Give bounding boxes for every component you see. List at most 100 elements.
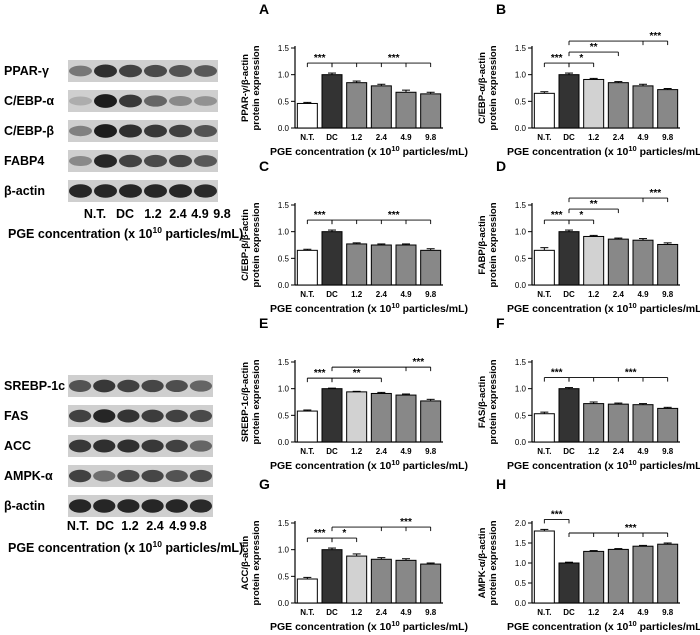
x-tick-label: 9.8 [662,608,674,617]
blot-band [69,96,92,106]
y-axis-label: PPAR-γ/β-actinprotein expression [240,45,262,130]
x-tick-label: 4.9 [637,290,649,299]
blot-band [189,440,213,452]
blot-band [141,409,164,423]
blot-band [169,184,192,198]
x-axis-label-sup: 10 [391,301,399,310]
bar-2.4 [370,244,392,286]
bar-1.2 [583,235,605,286]
x-tick-label: 1.2 [351,608,363,617]
blot-band [94,64,117,78]
band-label: AMPK-α [4,469,53,483]
x-tick-label: 1.2 [588,290,600,299]
significance-label: *** [551,368,563,379]
y-tick-label: 0.5 [278,254,290,263]
lane-label: 9.8 [189,519,206,533]
y-tick-label: 1.0 [278,385,290,394]
y-tick-label: 0.5 [278,572,290,581]
x-tick-label: 4.9 [637,133,649,142]
bar-4.9 [395,244,417,286]
x-tick-label: DC [563,447,575,456]
band-label: SREBP-1c [4,379,65,393]
x-axis-label-tail: particles/mL) [400,303,468,315]
y-tick-label: 0.0 [515,438,527,447]
y-tick-label: 0.0 [515,124,527,133]
x-tick-label: 4.9 [637,608,649,617]
bar-1.2 [346,555,368,604]
bar-1.2 [346,391,368,443]
y-tick-label: 1.0 [278,71,290,80]
x-tick-label: 2.4 [613,447,625,456]
bar-9.8 [420,563,442,604]
x-axis-label-tail: particles/mL) [637,146,700,158]
chart-h: H AMPK-α/β-actinprotein expression 0.0 0.5 1… [477,476,700,633]
y-axis-label-line2: protein expression [488,520,499,605]
x-axis-label-tail: particles/mL) [637,303,700,315]
y-tick-label: 1.0 [515,228,527,237]
x-tick-label: 9.8 [425,290,437,299]
significance-label: *** [551,509,563,520]
blot-band [94,184,117,198]
chart-panel-e: E SREBP-1c/β-actinprotein expression 0.0 0.… [233,314,468,472]
lane-label: 1.2 [121,519,138,533]
bar-N.T. [533,413,555,443]
chart-f: F FAS/β-actinprotein expression 0.0 0.5 1.0 1… [477,315,700,472]
panel-letter: G [259,476,270,492]
chart-panel-g: G ACC/β-actinprotein expression 0.0 0.5 1.0 1… [233,475,468,633]
x-tick-label: 4.9 [400,447,412,456]
x-tick-label: 1.2 [351,447,363,456]
significance-label: *** [412,357,424,368]
significance-label: *** [314,53,326,64]
blot-band [93,499,116,513]
y-tick-label: 0.0 [515,599,527,608]
bar-9.8 [657,543,679,604]
x-tick-label: N.T. [300,133,314,142]
bar-1.2 [346,243,368,286]
y-axis-label-line2: protein expression [488,202,499,287]
y-tick-label: 0.5 [515,97,527,106]
significance-label: *** [649,188,661,199]
blot-band [68,409,92,423]
bar-9.8 [420,400,442,443]
x-axis-label: PGE concentration (x 1010 particles/mL) [507,144,700,158]
x-axis-label-sup: 10 [628,144,636,153]
chart-panel-f: F FAS/β-actinprotein expression 0.0 0.5 1.0 1… [470,314,700,472]
bar-1.2 [583,78,605,129]
bar-4.9 [632,545,654,604]
blot-band [94,124,117,138]
bar-2.4 [370,85,392,129]
x-tick-label: 9.8 [662,133,674,142]
y-axis-label: AMPK-α/β-actinprotein expression [477,520,499,605]
panel-letter: H [496,476,506,492]
lane-label: 2.4 [169,207,186,221]
x-axis-label-tail: particles/mL) [637,460,700,472]
blot-band [69,125,92,137]
x-tick-label: 4.9 [400,608,412,617]
band-label: C/EBP-α [4,94,54,108]
y-tick-label: 1.5 [278,201,290,210]
blot-band [194,184,217,198]
blot-band [144,124,167,138]
y-axis-label-line1: FABP/β-actin [477,215,488,274]
bar-4.9 [395,394,417,443]
panel-letter: D [496,158,506,174]
band-label: FAS [4,409,28,423]
y-axis-label-line2: protein expression [251,45,262,130]
bar-2.4 [607,238,629,286]
panel-letter: B [496,1,506,17]
x-tick-label: DC [326,290,338,299]
x-tick-label: 2.4 [376,608,388,617]
y-axis-label-line1: ACC/β-actin [240,536,251,591]
y-axis-label-line2: protein expression [488,359,499,444]
significance-label: *** [314,210,326,221]
bar-4.9 [632,404,654,443]
bar-DC [558,388,580,443]
y-axis-label-line1: FAS/β-actin [477,376,488,428]
lane-label: 2.4 [146,519,163,533]
blot-band [117,499,140,513]
y-axis-label-line1: C/EBP-β/β-actin [240,209,251,281]
x-tick-label: N.T. [537,133,551,142]
bar-DC [321,388,343,443]
lane-label: DC [96,519,114,533]
x-tick-label: DC [326,447,338,456]
